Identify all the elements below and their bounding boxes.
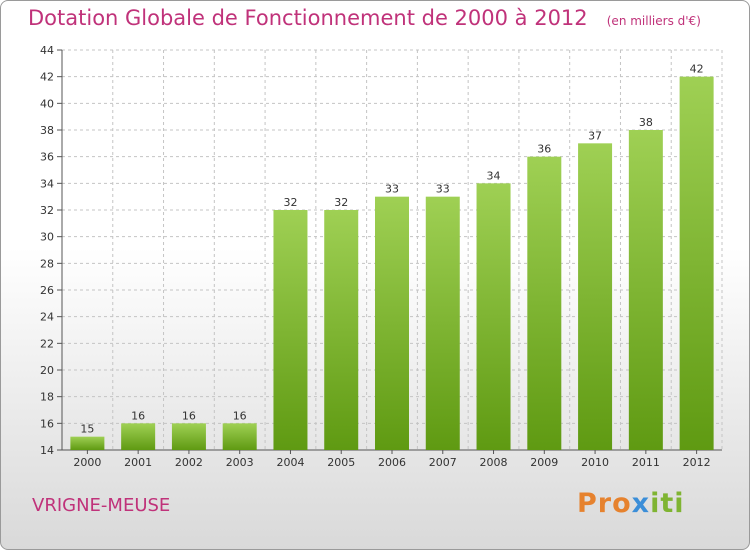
logo-part-1: Pro	[577, 488, 632, 519]
y-tick-label: 38	[40, 124, 54, 137]
bar-2000	[70, 436, 105, 450]
x-tick-label-2004: 2004	[276, 456, 304, 469]
value-label-2010: 37	[588, 129, 602, 142]
x-tick-label-2002: 2002	[175, 456, 203, 469]
chart-subtitle: (en milliers d'€)	[606, 14, 701, 28]
value-label-2000: 15	[80, 423, 94, 436]
x-tick-label-2008: 2008	[480, 456, 508, 469]
bar-2007	[425, 196, 460, 450]
bar-2012	[679, 76, 714, 451]
value-label-2002: 16	[182, 409, 196, 422]
y-tick-label: 24	[40, 311, 54, 324]
value-label-2008: 34	[487, 169, 501, 182]
x-tick-label-2009: 2009	[530, 456, 558, 469]
bars	[70, 76, 714, 451]
y-tick-label: 22	[40, 337, 54, 350]
y-tick-label: 26	[40, 284, 54, 297]
y-tick-label: 30	[40, 231, 54, 244]
bar-2009	[527, 156, 562, 450]
x-tick-label-2001: 2001	[124, 456, 152, 469]
x-tick-label-2010: 2010	[581, 456, 609, 469]
x-tick-label-2006: 2006	[378, 456, 406, 469]
value-label-2011: 38	[639, 116, 653, 129]
logo-part-3: iti	[650, 488, 685, 519]
title-row: Dotation Globale de Fonctionnement de 20…	[28, 6, 701, 30]
value-label-2006: 33	[385, 183, 399, 196]
y-tick-label: 34	[40, 177, 54, 190]
value-label-2007: 33	[436, 183, 450, 196]
x-tick-label-2011: 2011	[632, 456, 660, 469]
x-tick-label-2000: 2000	[73, 456, 101, 469]
place-name: VRIGNE-MEUSE	[32, 495, 171, 516]
y-tick-label: 32	[40, 204, 54, 217]
x-tick-label-2003: 2003	[226, 456, 254, 469]
proxiti-logo[interactable]: Proxiti	[577, 488, 685, 519]
x-tick-label-2005: 2005	[327, 456, 355, 469]
y-tick-label: 28	[40, 257, 54, 270]
y-tick-label: 20	[40, 364, 54, 377]
bar-2011	[628, 130, 663, 450]
logo-part-2: x	[631, 488, 651, 519]
y-tick-label: 18	[40, 391, 54, 404]
y-tick-label: 14	[40, 444, 54, 457]
value-label-2009: 36	[537, 143, 551, 156]
bar-2003	[222, 423, 257, 450]
y-tick-label: 36	[40, 151, 54, 164]
bar-2005	[324, 210, 359, 450]
chart-title: Dotation Globale de Fonctionnement de 20…	[28, 6, 588, 30]
y-tick-label: 44	[40, 44, 54, 57]
bar-2006	[375, 196, 409, 450]
y-tick-label: 42	[40, 71, 54, 84]
bar-2001	[121, 423, 156, 450]
x-tick-label-2012: 2012	[683, 456, 711, 469]
bar-2004	[273, 210, 308, 450]
x-tick-label-2007: 2007	[429, 456, 457, 469]
value-label-2004: 32	[283, 196, 297, 209]
value-label-2012: 42	[690, 63, 704, 76]
bar-2002	[171, 423, 206, 450]
value-label-2003: 16	[233, 409, 247, 422]
y-tick-label: 40	[40, 97, 54, 110]
value-label-2005: 32	[334, 196, 348, 209]
value-label-2001: 16	[131, 409, 145, 422]
labels: 15 2000 16 2001 16 2002 16 2003 32 2004 32 2005 33 20…	[73, 63, 710, 469]
y-tick-label: 16	[40, 417, 54, 430]
bar-2010	[578, 143, 613, 451]
bar-2008	[476, 183, 511, 451]
